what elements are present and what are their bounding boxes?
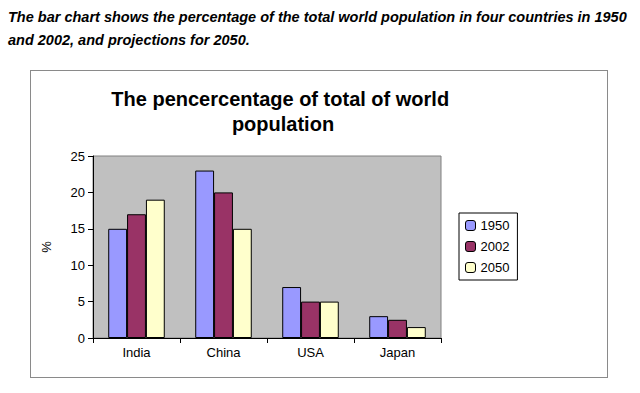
svg-text:15: 15 [71, 221, 85, 236]
svg-text:%: % [39, 241, 54, 253]
svg-text:China: China [207, 345, 242, 360]
svg-text:Japan: Japan [380, 345, 415, 360]
svg-text:2002: 2002 [481, 239, 510, 254]
svg-text:The pencercentage of total of: The pencercentage of total of world [111, 88, 454, 110]
svg-text:USA: USA [297, 345, 324, 360]
html-text:The bar chart shows the percen: The bar chart shows the percentage of th… [8, 9, 627, 48]
svg-text:10: 10 [71, 258, 85, 273]
svg-text:20: 20 [71, 185, 85, 200]
svg-text:2050: 2050 [481, 260, 510, 275]
svg-text:India: India [122, 345, 151, 360]
svg-text:1950: 1950 [481, 218, 510, 233]
svg-text:25: 25 [71, 149, 85, 164]
svg-text:5: 5 [78, 294, 85, 309]
svg-text:population: population [232, 113, 334, 135]
svg-text:0: 0 [78, 331, 85, 346]
